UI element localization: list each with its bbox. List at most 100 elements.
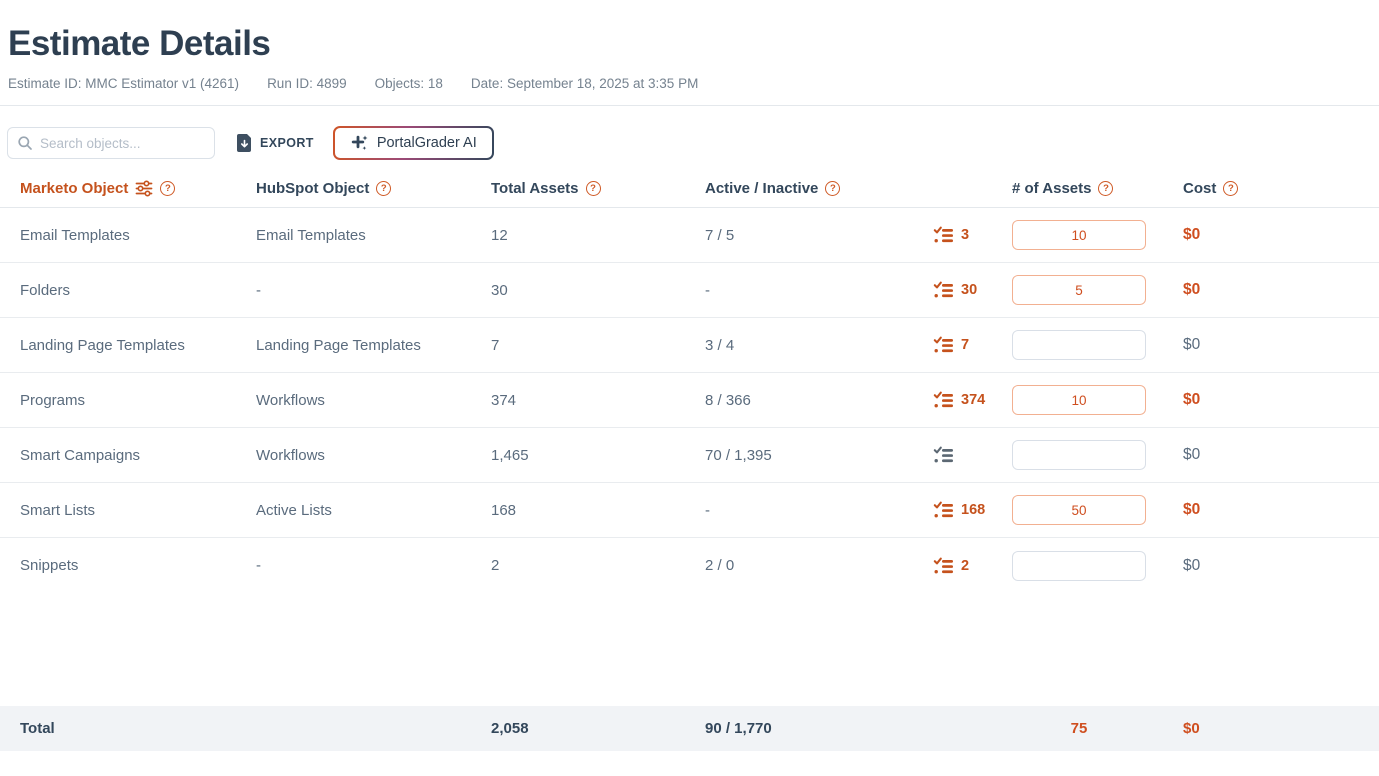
column-header-total-assets: Total Assets ? xyxy=(491,180,705,197)
search-box xyxy=(7,127,215,159)
cell-total-assets: 2 xyxy=(491,557,500,574)
column-header-marketo-object: Marketo Object ? xyxy=(20,180,256,197)
cell-hubspot-object: Active Lists xyxy=(256,501,332,519)
cell-total-assets: 7 xyxy=(491,336,500,354)
cell-cost: $0 xyxy=(1183,336,1201,353)
column-label: Total Assets xyxy=(491,180,579,197)
filter-sliders-icon[interactable] xyxy=(135,180,153,197)
cell-cost: $0 xyxy=(1183,556,1201,574)
checklist-icon[interactable] xyxy=(933,225,953,245)
help-icon[interactable]: ? xyxy=(825,181,841,196)
column-label: HubSpot Object xyxy=(256,180,370,197)
cell-cost: $0 xyxy=(1183,391,1201,408)
cell-assets-input xyxy=(1012,385,1183,415)
cell-marketo-object: Landing Page Templates xyxy=(20,336,185,354)
table-row: Smart Lists Active Lists 168 - 168 $0 xyxy=(0,483,1379,538)
table-body: Email Templates Email Templates 12 7 / 5… xyxy=(0,208,1379,593)
total-row: Total 2,058 90 / 1,770 75 $0 xyxy=(0,706,1379,751)
cell-hubspot-object: Email Templates xyxy=(256,226,366,244)
cell-marketo-object: Smart Lists xyxy=(20,501,96,519)
cell-hubspot-object: Landing Page Templates xyxy=(256,336,421,354)
help-icon[interactable]: ? xyxy=(585,181,601,196)
portalgrader-button-label: PortalGrader AI xyxy=(376,135,477,151)
export-file-icon xyxy=(237,134,251,152)
table-row: Folders - 30 - 30 $0 xyxy=(0,263,1379,318)
checked-count: 2 xyxy=(961,557,970,574)
cell-selected-assets: 374 xyxy=(933,390,1012,410)
num-assets-input[interactable] xyxy=(1012,330,1146,360)
meta-objects: Objects: 18 xyxy=(374,76,443,91)
column-label: # of Assets xyxy=(1012,180,1092,197)
estimate-meta: Estimate ID: MMC Estimator v1 (4261) Run… xyxy=(8,76,1379,91)
column-header-cost: Cost ? xyxy=(1183,180,1379,197)
help-icon[interactable]: ? xyxy=(160,181,176,196)
total-label: Total xyxy=(20,720,55,737)
table-row: Email Templates Email Templates 12 7 / 5… xyxy=(0,208,1379,263)
cell-marketo-object: Smart Campaigns xyxy=(20,446,141,464)
cell-selected-assets xyxy=(933,445,1012,465)
checklist-icon[interactable] xyxy=(933,390,953,410)
column-label: Cost xyxy=(1183,180,1217,197)
cell-active-inactive: 3 / 4 xyxy=(705,336,735,354)
portalgrader-ai-button[interactable]: PortalGrader AI xyxy=(333,126,494,160)
column-label: Marketo Object xyxy=(20,180,129,197)
meta-run-id: Run ID: 4899 xyxy=(267,76,347,91)
num-assets-input[interactable] xyxy=(1012,440,1146,470)
checked-count: 168 xyxy=(961,502,986,518)
export-button[interactable]: EXPORT xyxy=(237,134,314,152)
meta-date: Date: September 18, 2025 at 3:35 PM xyxy=(470,76,699,91)
total-cost: $0 xyxy=(1183,720,1200,737)
num-assets-input[interactable] xyxy=(1012,385,1146,415)
checked-count: 30 xyxy=(961,282,978,298)
cell-assets-input xyxy=(1012,275,1183,305)
cell-cost: $0 xyxy=(1183,281,1201,298)
total-num-assets: 75 xyxy=(1070,720,1088,737)
cell-active-inactive: 8 / 366 xyxy=(705,391,751,409)
cell-selected-assets: 168 xyxy=(933,500,1012,520)
column-header-active-inactive: Active / Inactive ? xyxy=(705,180,933,197)
meta-estimate-id: Estimate ID: MMC Estimator v1 (4261) xyxy=(8,76,240,91)
cell-cost: $0 xyxy=(1183,446,1201,463)
help-icon[interactable]: ? xyxy=(376,181,392,196)
cell-cost: $0 xyxy=(1183,501,1201,518)
cell-total-assets: 374 xyxy=(491,391,517,409)
num-assets-input[interactable] xyxy=(1012,220,1146,250)
checklist-icon[interactable] xyxy=(933,335,953,355)
cell-total-assets: 1,465 xyxy=(491,446,529,464)
total-active-inactive: 90 / 1,770 xyxy=(705,720,772,737)
help-icon[interactable]: ? xyxy=(1223,181,1239,196)
num-assets-input[interactable] xyxy=(1012,275,1146,305)
estimate-details-page: Estimate Details Estimate ID: MMC Estima… xyxy=(0,24,1379,776)
checked-count: 3 xyxy=(961,227,970,243)
toolbar: EXPORT PortalGrader AI xyxy=(7,126,1379,160)
table-row: Smart Campaigns Workflows 1,465 70 / 1,3… xyxy=(0,428,1379,483)
num-assets-input[interactable] xyxy=(1012,550,1146,581)
cell-assets-input xyxy=(1012,495,1183,525)
header-divider xyxy=(0,105,1379,106)
cell-hubspot-object: - xyxy=(256,281,261,299)
cell-assets-input xyxy=(1012,550,1183,581)
checklist-icon[interactable] xyxy=(933,556,953,576)
cell-selected-assets: 7 xyxy=(933,335,1012,355)
cell-hubspot-object: Workflows xyxy=(256,391,325,409)
sparkles-icon xyxy=(351,135,368,150)
cell-marketo-object: Programs xyxy=(20,391,86,409)
checklist-icon[interactable] xyxy=(933,500,953,520)
cell-assets-input xyxy=(1012,440,1183,470)
column-header-num-assets: # of Assets ? xyxy=(1012,180,1183,197)
search-input[interactable] xyxy=(7,127,215,159)
help-icon[interactable]: ? xyxy=(1098,181,1114,196)
checked-count: 374 xyxy=(961,392,986,408)
cell-selected-assets: 2 xyxy=(933,556,1012,576)
checklist-icon[interactable] xyxy=(933,280,953,300)
cell-assets-input xyxy=(1012,220,1183,250)
export-button-label: EXPORT xyxy=(260,136,314,150)
cell-active-inactive: - xyxy=(705,281,710,299)
cell-hubspot-object: Workflows xyxy=(256,446,325,464)
cell-cost: $0 xyxy=(1183,226,1201,243)
column-label: Active / Inactive xyxy=(705,180,819,197)
num-assets-input[interactable] xyxy=(1012,495,1146,525)
checklist-icon[interactable] xyxy=(933,445,953,465)
cell-selected-assets: 30 xyxy=(933,280,1012,300)
cell-active-inactive: 7 / 5 xyxy=(705,226,735,244)
